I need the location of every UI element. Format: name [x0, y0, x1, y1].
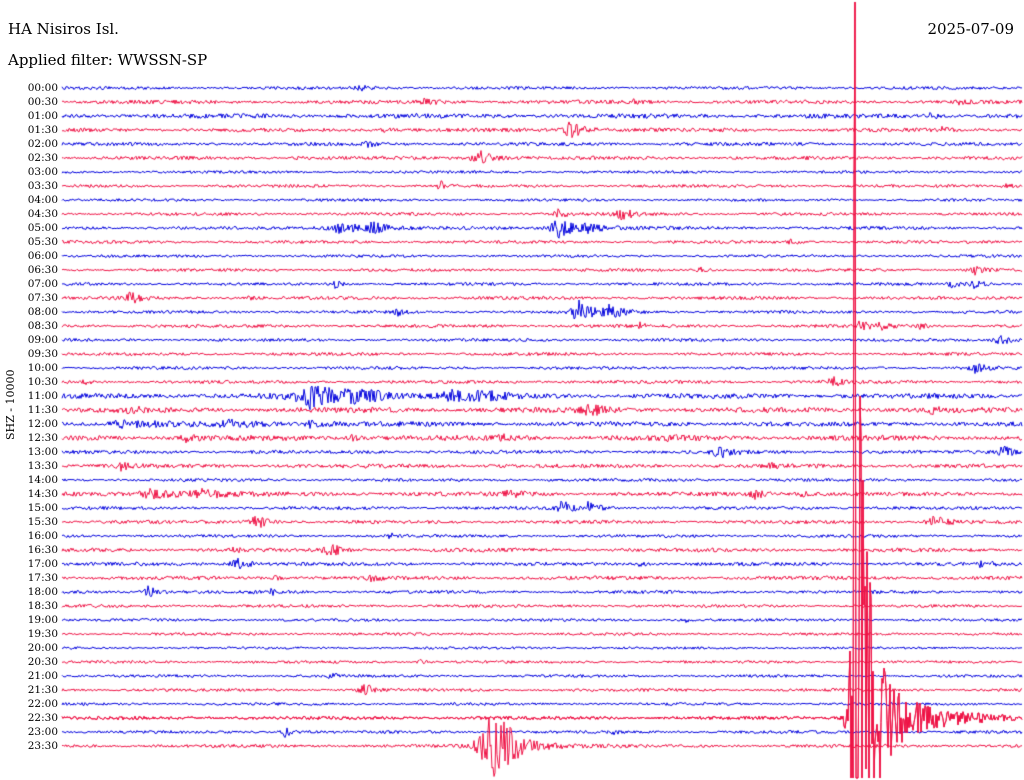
- time-label: 12:00: [27, 418, 58, 430]
- time-label: 17:30: [27, 572, 58, 584]
- time-label: 19:30: [27, 628, 58, 640]
- time-label: 02:00: [27, 138, 58, 150]
- time-label: 21:00: [27, 670, 58, 682]
- time-label: 03:30: [27, 180, 58, 192]
- time-label: 15:00: [27, 502, 58, 514]
- time-label: 11:00: [27, 390, 58, 402]
- time-label: 23:30: [27, 740, 58, 752]
- time-label: 04:30: [27, 208, 58, 220]
- time-label: 09:30: [27, 348, 58, 360]
- time-label: 01:00: [27, 110, 58, 122]
- time-label: 18:00: [27, 586, 58, 598]
- time-label: 02:30: [27, 152, 58, 164]
- time-label: 14:00: [27, 474, 58, 486]
- time-label: 01:30: [27, 124, 58, 136]
- time-label: 03:00: [27, 166, 58, 178]
- time-label: 09:00: [27, 334, 58, 346]
- time-label: 05:30: [27, 236, 58, 248]
- time-label: 07:30: [27, 292, 58, 304]
- time-label: 10:00: [27, 362, 58, 374]
- time-label: 07:00: [27, 278, 58, 290]
- time-label: 18:30: [27, 600, 58, 612]
- time-label: 19:00: [27, 614, 58, 626]
- time-label: 22:30: [27, 712, 58, 724]
- time-label: 23:00: [27, 726, 58, 738]
- time-label: 05:00: [27, 222, 58, 234]
- time-label: 22:00: [27, 698, 58, 710]
- time-label: 00:30: [27, 96, 58, 108]
- time-label: 16:00: [27, 530, 58, 542]
- time-label: 12:30: [27, 432, 58, 444]
- time-label: 17:00: [27, 558, 58, 570]
- time-label: 08:00: [27, 306, 58, 318]
- time-label: 06:00: [27, 250, 58, 262]
- time-label: 08:30: [27, 320, 58, 332]
- time-label: 13:00: [27, 446, 58, 458]
- time-label: 10:30: [27, 376, 58, 388]
- time-label: 20:00: [27, 642, 58, 654]
- time-label: 13:30: [27, 460, 58, 472]
- time-label: 20:30: [27, 656, 58, 668]
- time-label: 11:30: [27, 404, 58, 416]
- time-label: 15:30: [27, 516, 58, 528]
- time-label: 14:30: [27, 488, 58, 500]
- time-label: 00:00: [27, 82, 58, 94]
- time-label: 21:30: [27, 684, 58, 696]
- time-label: 16:30: [27, 544, 58, 556]
- time-label: 06:30: [27, 264, 58, 276]
- time-label: 04:00: [27, 194, 58, 206]
